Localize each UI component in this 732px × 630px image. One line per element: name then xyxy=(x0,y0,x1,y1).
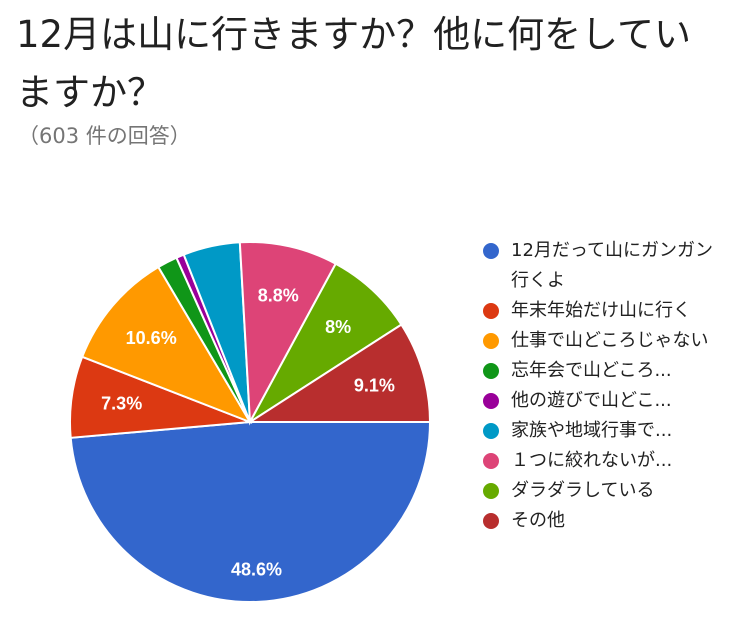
slice-data-label-0: 48.6% xyxy=(231,559,282,579)
legend-swatch-6 xyxy=(483,453,499,469)
legend-item-0[interactable]: 12月だって山にガンガン行くよ xyxy=(483,236,728,296)
legend-label-0: 12月だって山にガンガン行くよ xyxy=(511,240,714,291)
slice-data-label-8: 9.1% xyxy=(354,375,395,395)
pie-slice-6[interactable] xyxy=(238,241,338,426)
legend-swatch-2 xyxy=(483,333,499,349)
legend-label-4: 他の遊びで山どこ... xyxy=(511,390,672,411)
legend-label-2: 仕事で山どころじゃない xyxy=(511,330,709,351)
pie-slice-7[interactable] xyxy=(249,262,403,423)
legend-label-3: 忘年会で山どころ... xyxy=(511,360,672,381)
chart-title: 12月は山に行きますか？他に何をしていますか？ xyxy=(16,13,691,114)
legend-item-7[interactable]: ダラダラしている xyxy=(483,476,728,506)
chart-legend: 12月だって山にガンガン行くよ年末年始だけ山に行く 仕事で山どころじゃない 忘年会で… xyxy=(483,236,728,536)
legend-swatch-0 xyxy=(483,243,499,259)
slice-data-label-6: 8.8% xyxy=(258,286,299,306)
pie-slice-8[interactable] xyxy=(246,323,432,423)
slice-data-label-2: 10.6% xyxy=(126,328,177,348)
legend-item-1[interactable]: 年末年始だけ山に行く xyxy=(483,296,728,326)
legend-swatch-7 xyxy=(483,483,499,499)
legend-label-6: １つに絞れないが... xyxy=(511,450,673,471)
legend-item-6[interactable]: １つに絞れないが... xyxy=(483,446,728,476)
legend-swatch-4 xyxy=(483,393,499,409)
legend-swatch-1 xyxy=(483,303,499,319)
legend-label-7: ダラダラしている xyxy=(511,480,655,501)
slice-data-label-7: 8% xyxy=(325,317,351,337)
legend-label-5: 家族や地域行事で... xyxy=(511,420,673,441)
legend-item-4[interactable]: 他の遊びで山どこ... xyxy=(483,386,728,416)
legend-swatch-5 xyxy=(483,423,499,439)
legend-item-8[interactable]: その他 xyxy=(483,506,728,536)
legend-swatch-8 xyxy=(483,513,499,529)
legend-label-8: その他 xyxy=(511,510,565,531)
legend-label-1: 年末年始だけ山に行く xyxy=(511,300,691,321)
pie-slice-2[interactable] xyxy=(80,265,253,424)
legend-item-2[interactable]: 仕事で山どころじゃない xyxy=(483,326,728,356)
legend-item-3[interactable]: 忘年会で山どころ... xyxy=(483,356,728,386)
legend-swatch-3 xyxy=(483,363,499,379)
slice-data-label-1: 7.3% xyxy=(101,394,142,414)
legend-item-5[interactable]: 家族や地域行事で... xyxy=(483,416,728,446)
pie-slice-0[interactable] xyxy=(69,421,432,603)
response-count: （603 件の回答） xyxy=(18,124,191,148)
